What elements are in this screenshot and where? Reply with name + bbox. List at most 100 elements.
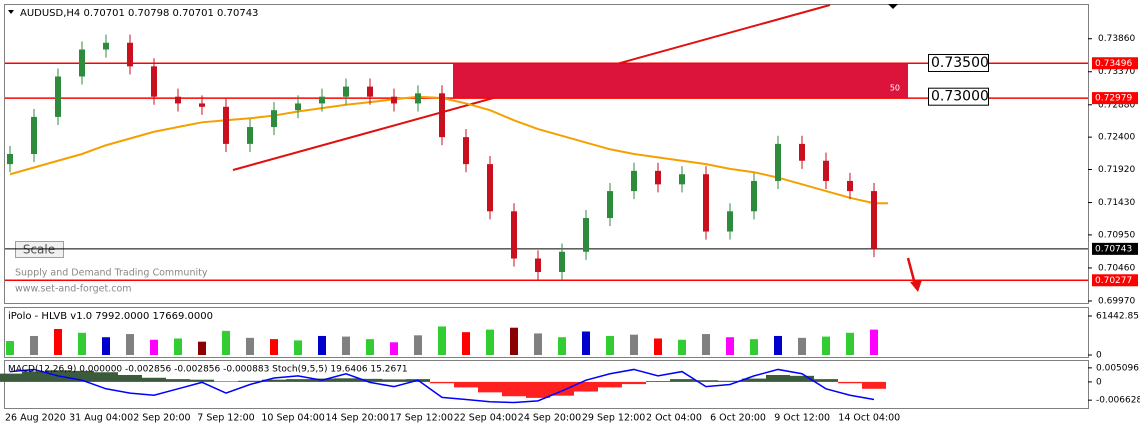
y-tick-label: 0.72400 xyxy=(1098,133,1135,143)
macd-bar xyxy=(262,379,286,382)
candle-body xyxy=(799,143,805,161)
symbol-header: AUDUSD,H4 0.70701 0.70798 0.70701 0.7074… xyxy=(20,8,258,19)
volume-bar xyxy=(798,337,806,355)
y-tick-label: 0.73370 xyxy=(1098,67,1135,77)
website: www.set-and-forget.com xyxy=(15,284,132,295)
volume-bar xyxy=(846,332,854,355)
macd-bar xyxy=(550,381,574,396)
zone-label: 50 xyxy=(890,84,900,93)
time-label: 2 Sep 20:00 xyxy=(133,413,190,424)
macd-bar xyxy=(430,381,454,384)
candle-body xyxy=(871,191,877,249)
candle-body xyxy=(223,106,229,144)
arrow-head xyxy=(910,280,922,292)
y-tick-label: -0.006628 xyxy=(1096,396,1140,406)
volume-bar xyxy=(6,341,14,355)
y-tick-label: 0.72880 xyxy=(1098,100,1135,110)
time-label: 26 Aug 2020 xyxy=(5,413,66,424)
time-label: 14 Sep 20:00 xyxy=(326,413,389,424)
macd-bar xyxy=(214,381,238,382)
y-tick-label: 0.70950 xyxy=(1098,230,1135,240)
macd-bar xyxy=(646,381,670,382)
scale-label[interactable]: Scale xyxy=(23,243,55,257)
volume-bar xyxy=(366,339,374,355)
macd-bar xyxy=(118,375,142,382)
volume-bar xyxy=(774,335,782,355)
candle-body xyxy=(463,137,469,165)
y-tick-label: 0.69970 xyxy=(1098,296,1135,306)
volume-bar xyxy=(822,336,830,355)
level-tag xyxy=(1092,274,1138,287)
candle-body xyxy=(439,93,445,138)
time-label: 29 Sep 12:00 xyxy=(582,413,645,424)
level-tag xyxy=(1092,242,1138,255)
volume-bar xyxy=(414,335,422,355)
candle-body xyxy=(151,66,157,97)
candle-body xyxy=(247,127,253,144)
candle-body xyxy=(127,42,133,67)
macd-bar xyxy=(742,378,766,382)
candle-body xyxy=(271,110,277,128)
y-tick-label: 0.71920 xyxy=(1098,165,1135,175)
candle-body xyxy=(559,251,565,272)
candle-body xyxy=(583,218,589,252)
candle-body xyxy=(751,180,757,212)
price-box xyxy=(928,87,989,106)
candle-body xyxy=(31,116,37,154)
candle-body xyxy=(79,49,85,77)
volume-bar xyxy=(30,335,38,355)
price-box-label: 0.73000 xyxy=(931,89,989,105)
macd-bar xyxy=(670,379,694,382)
y-tick-label: 0.73860 xyxy=(1098,34,1135,44)
macd-bar xyxy=(334,378,358,382)
candle-body xyxy=(607,191,613,219)
macd-bar xyxy=(142,377,166,382)
moving-average xyxy=(9,95,888,205)
candle-body xyxy=(295,103,301,111)
time-label: 6 Oct 20:00 xyxy=(710,413,766,424)
candle-body xyxy=(343,86,349,97)
volume-bar xyxy=(174,338,182,355)
candle-body xyxy=(847,180,853,192)
time-label: 7 Sep 12:00 xyxy=(197,413,254,424)
macd-bar xyxy=(790,375,814,382)
candle-body xyxy=(775,143,781,181)
menu-arrow[interactable] xyxy=(8,10,14,14)
volume-bar xyxy=(246,337,254,355)
level-tag xyxy=(1092,92,1138,105)
volume-bar xyxy=(678,339,686,355)
volume-bar xyxy=(198,341,206,355)
volume-bar xyxy=(54,328,62,355)
time-label: 14 Oct 04:00 xyxy=(838,413,900,424)
volume-bar xyxy=(270,339,278,355)
volume-bar xyxy=(558,337,566,355)
macd-bar xyxy=(190,379,214,382)
time-label: 24 Sep 20:00 xyxy=(518,413,581,424)
time-label: 9 Oct 12:00 xyxy=(774,413,830,424)
volume-bar xyxy=(870,329,878,355)
macd-bar xyxy=(286,379,310,382)
macd-bar xyxy=(574,381,598,392)
time-label: 10 Sep 04:00 xyxy=(261,413,324,424)
time-label: 31 Aug 04:00 xyxy=(69,413,133,424)
macd-bar xyxy=(814,379,838,382)
macd-bar xyxy=(526,381,550,398)
macd-bar xyxy=(94,372,118,382)
macd-bar xyxy=(238,380,262,382)
candle-body xyxy=(7,154,13,165)
y-tick-label: 0.70460 xyxy=(1098,263,1135,273)
y-tick-label: 61442.85 xyxy=(1096,312,1139,322)
scale-button[interactable] xyxy=(15,241,64,258)
volume-bar xyxy=(150,339,158,355)
level-tag-label: 0.73496 xyxy=(1095,59,1132,69)
candle-body xyxy=(103,42,109,50)
candle-body xyxy=(175,96,181,104)
y-tick-label: 0 xyxy=(1096,351,1102,361)
shift-marker xyxy=(888,4,898,9)
candle-body xyxy=(367,86,373,97)
level-tag-label: 0.72979 xyxy=(1095,94,1132,104)
time-label: 22 Sep 04:00 xyxy=(454,413,517,424)
macd-bar xyxy=(166,379,190,382)
volume-bar xyxy=(630,334,638,355)
